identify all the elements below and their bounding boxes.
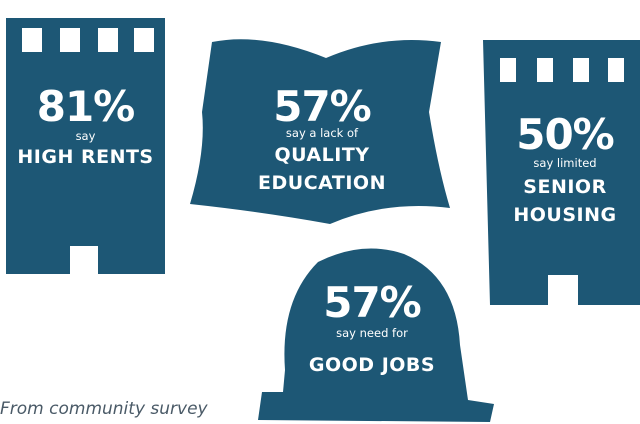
window — [500, 58, 516, 82]
hard-hat-icon — [258, 248, 494, 422]
window — [60, 28, 80, 52]
window — [98, 28, 118, 52]
apartment-building-icon — [483, 40, 640, 305]
stat-percent: 81% — [36, 82, 136, 131]
window — [537, 58, 553, 82]
window — [608, 58, 624, 82]
open-book-icon — [190, 39, 450, 224]
window — [134, 28, 154, 52]
stat-topic-line: HOUSING — [513, 204, 617, 226]
stat-topic-line: HIGH RENTS — [17, 146, 154, 168]
stat-intro: say — [75, 129, 96, 143]
stat-intro: say need for — [336, 326, 408, 340]
window — [22, 28, 42, 52]
window — [573, 58, 589, 82]
stat-topic-line: SENIOR — [523, 176, 607, 198]
stat-percent: 57% — [273, 82, 372, 131]
stat-topic-line: QUALITY — [274, 144, 370, 166]
stat-intro: say limited — [533, 156, 597, 170]
stat-percent: 57% — [323, 278, 422, 327]
stat-topic-line: GOOD JOBS — [308, 354, 436, 376]
source-caption: From community survey — [0, 399, 208, 419]
stat-percent: 50% — [516, 110, 615, 159]
stat-topic-line: EDUCATION — [258, 172, 386, 194]
tall-building-icon — [6, 18, 165, 274]
stat-intro: say a lack of — [285, 126, 359, 140]
